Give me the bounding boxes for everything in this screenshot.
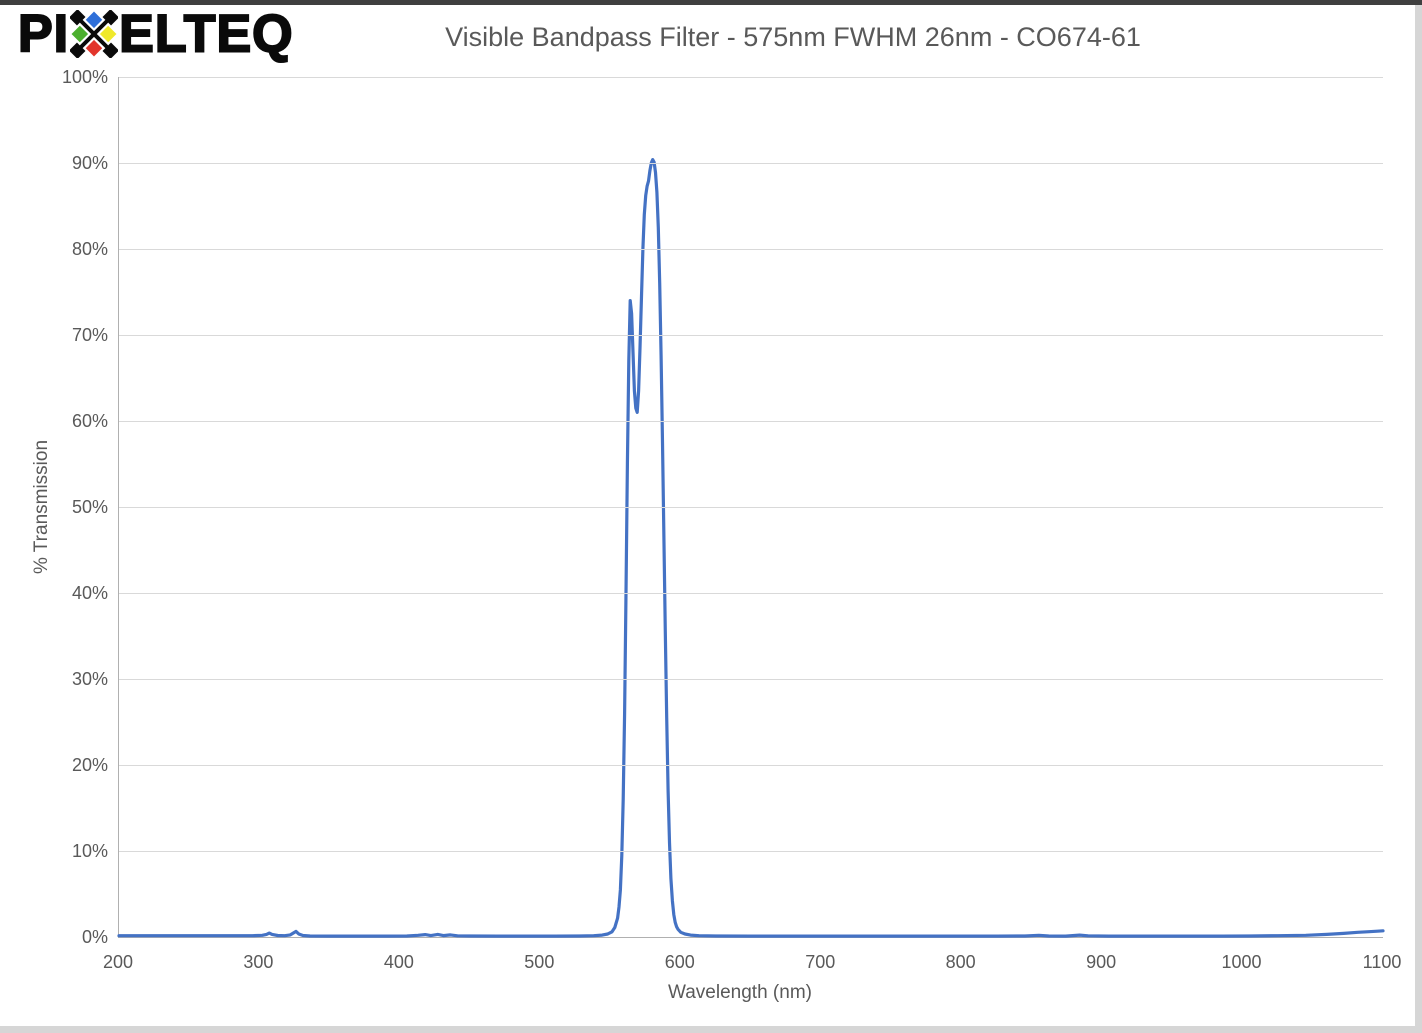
y-tick-label: 60% [71, 411, 108, 431]
y-tick-label: 70% [71, 325, 108, 345]
gridline [119, 76, 1383, 78]
x-tick-label: 1100 [1362, 952, 1402, 972]
x-tick-label: 700 [805, 952, 836, 972]
diamond-right [96, 22, 120, 46]
x-tick-label: 1000 [1221, 952, 1262, 972]
series-svg [117, 157, 1385, 938]
gridline [119, 420, 1383, 422]
y-tick-label: 30% [71, 669, 108, 689]
x-tick-label: 800 [945, 952, 976, 972]
x-tick-label: 200 [102, 952, 134, 972]
window-top-border [0, 0, 1422, 5]
diamond-left [68, 22, 92, 46]
x-tick-label: 600 [664, 952, 695, 972]
plot-area [117, 76, 1385, 938]
logo-text-prefix: PI [17, 4, 70, 64]
x-tick-label: 400 [383, 952, 414, 972]
chart-title: Visible Bandpass Filter - 575nm FWHM 26n… [445, 22, 1141, 52]
x-tick-label: 500 [524, 952, 555, 972]
logo-text-suffix: ELTEQ [118, 4, 294, 64]
window-right-border [1415, 5, 1422, 1033]
pixelteq-x-icon [68, 8, 120, 60]
y-tick-label: 20% [71, 755, 108, 775]
window-bottom-border [0, 1026, 1415, 1033]
gridline [119, 248, 1383, 250]
gridline [119, 506, 1383, 508]
gridline [119, 334, 1383, 336]
gridline [119, 592, 1383, 594]
gridline [119, 678, 1383, 680]
gridline [119, 850, 1383, 852]
y-tick-label: 90% [71, 153, 108, 173]
y-tick-label: 10% [71, 841, 108, 861]
x-tick-label: 900 [1086, 952, 1117, 972]
y-tick-label: 80% [71, 239, 108, 259]
y-tick-label: 100% [61, 67, 108, 87]
x-tick-label: 300 [243, 952, 274, 972]
y-tick-label: 40% [71, 583, 108, 603]
gridline [119, 162, 1383, 164]
y-tick-label: 0% [81, 927, 108, 947]
transmission-line [117, 157, 1385, 938]
y-tick-label: 50% [71, 497, 108, 517]
gridline [119, 764, 1383, 766]
pixelteq-logo: PI ELTEQ [17, 4, 294, 64]
diamond-top [82, 8, 106, 32]
x-axis-title: Wavelength (nm) [668, 982, 812, 1003]
